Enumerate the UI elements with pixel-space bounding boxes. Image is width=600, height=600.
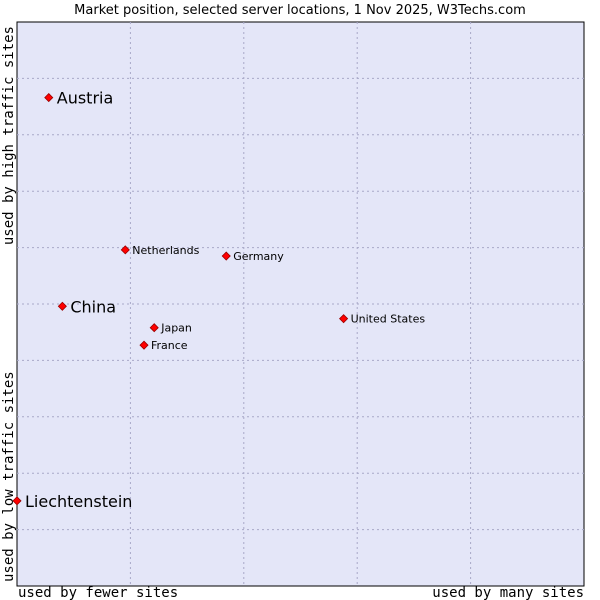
chart-title: Market position, selected server locatio…: [74, 3, 526, 18]
point-label-united-states: United States: [351, 313, 426, 326]
plot-area: [16, 21, 585, 587]
data-point-united-states: [339, 314, 349, 324]
y-axis-label-bottom: used by low traffic sites: [1, 371, 17, 582]
y-axis-label-top: used by high traffic sites: [1, 26, 17, 245]
x-axis-label-right: used by many sites: [432, 585, 584, 600]
data-point-japan: [149, 323, 159, 333]
point-label-liechtenstein: Liechtenstein: [25, 492, 132, 511]
point-label-japan: Japan: [160, 322, 192, 335]
grid-lines: [17, 22, 584, 586]
point-label-austria: Austria: [57, 89, 114, 108]
data-point-france: [139, 340, 149, 350]
point-label-france: France: [151, 339, 188, 352]
data-point-netherlands: [120, 245, 130, 255]
data-point-germany: [221, 251, 231, 261]
point-label-china: China: [70, 297, 116, 316]
x-axis-label-left: used by fewer sites: [18, 585, 178, 600]
point-label-netherlands: Netherlands: [132, 244, 199, 257]
data-point-austria: [44, 93, 54, 103]
data-points: Austria Netherlands Germany China United Sta…: [12, 89, 426, 511]
point-label-germany: Germany: [233, 250, 284, 263]
data-point-china: [57, 301, 67, 311]
data-point-liechtenstein: [12, 496, 22, 506]
